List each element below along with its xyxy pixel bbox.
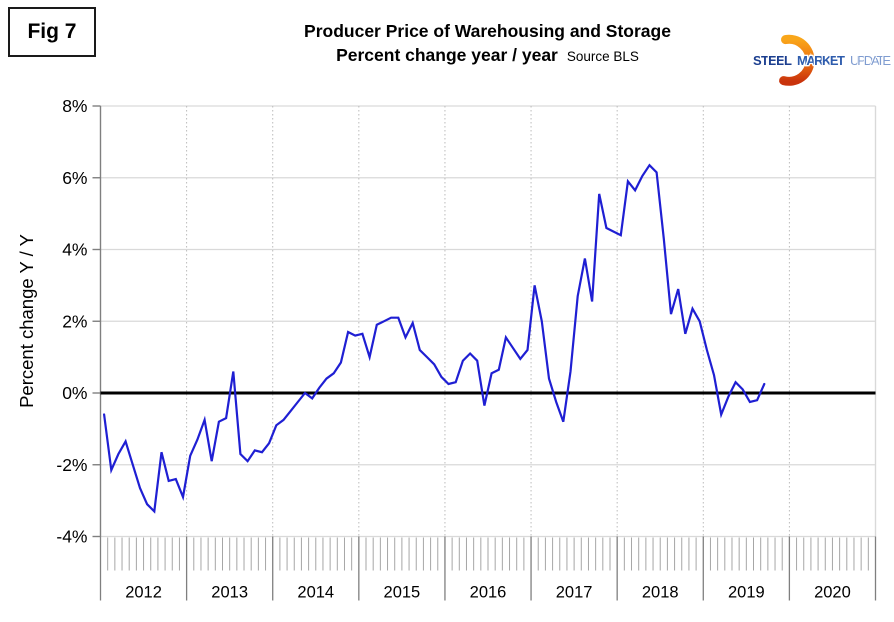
chart-source: Source BLS [566,48,639,64]
figure-label: Fig 7 [27,20,77,43]
y-tick-label: 6% [62,168,87,188]
steel-market-update-logo: STEEL MARKET UPDATE [752,34,892,86]
year-label: 2016 [470,584,507,602]
y-tick-label: 4% [62,240,87,260]
figure-label-box: Fig 7 [8,7,96,57]
year-label: 2013 [211,584,248,602]
chart-subtitle: Percent change year / year Source BLS [100,43,875,68]
year-label: 2015 [384,584,421,602]
year-label: 2014 [297,584,334,602]
year-label: 2020 [814,584,851,602]
y-tick-label: 8% [62,96,87,116]
logo-word-steel: STEEL [753,53,792,68]
logo-crescent-icon [779,34,815,86]
year-label: 2019 [728,584,765,602]
logo-word-update: UPDATE [850,53,891,68]
y-tick-label: -2% [56,455,87,475]
year-label: 2017 [556,584,593,602]
year-label: 2018 [642,584,679,602]
chart-title-block: Producer Price of Warehousing and Storag… [100,21,875,68]
year-label: 2012 [125,584,162,602]
y-tick-label: -4% [56,527,87,547]
logo-word-market: MARKET [797,53,845,68]
y-tick-label: 0% [62,383,87,403]
ppi-yoy-series-line [102,163,766,514]
chart-title: Producer Price of Warehousing and Storag… [304,21,671,41]
y-axis-title: Percent change Y / Y [16,234,37,408]
y-tick-label: 2% [62,311,87,331]
chart-subtitle-text: Percent change year / year [336,44,558,65]
